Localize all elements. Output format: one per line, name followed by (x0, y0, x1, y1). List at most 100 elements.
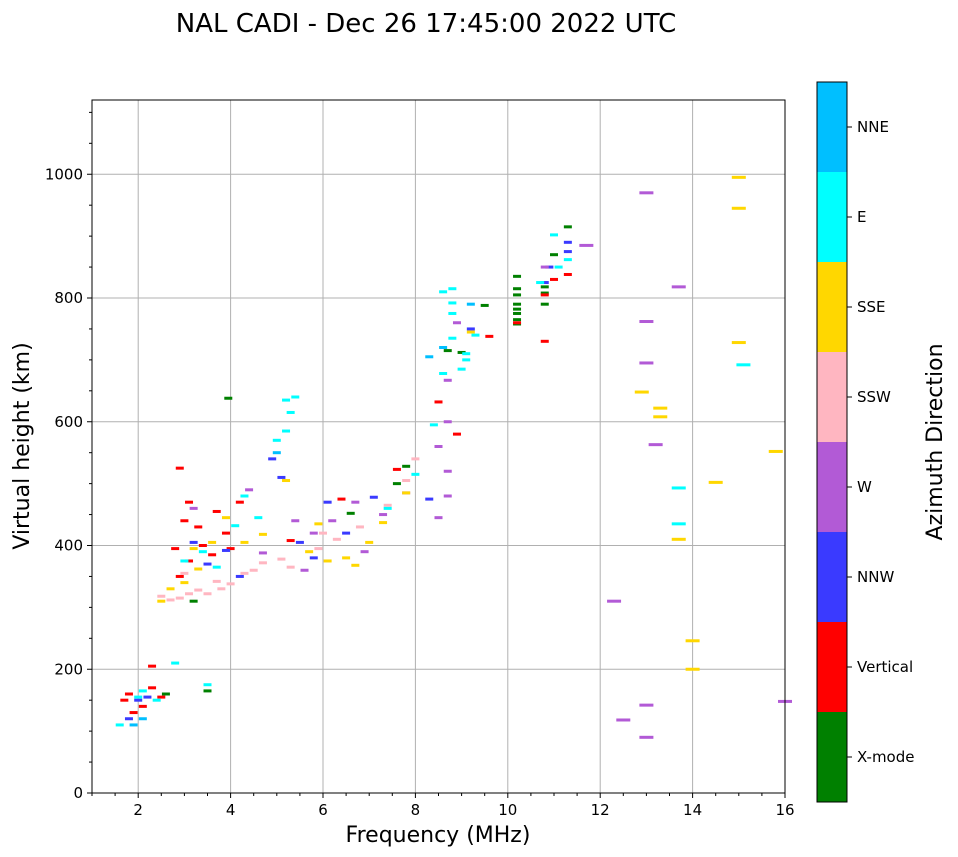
data-point (513, 307, 522, 311)
data-point (448, 287, 457, 291)
data-point (434, 445, 443, 448)
data-point (429, 423, 438, 427)
data-point (383, 503, 392, 507)
data-point (639, 320, 654, 324)
data-point (439, 346, 448, 349)
series-vertical (120, 272, 572, 715)
data-point (513, 318, 522, 322)
data-point (671, 486, 686, 490)
data-point (383, 506, 392, 510)
data-point (392, 482, 401, 486)
data-point (148, 686, 157, 690)
y-tick-label: 200 (54, 660, 83, 678)
data-point (157, 599, 166, 603)
series-ssw (157, 457, 420, 602)
data-point (443, 494, 452, 498)
colorbar-swatch (817, 712, 847, 802)
data-point (466, 330, 475, 334)
data-point (240, 540, 249, 544)
data-point (138, 717, 147, 721)
data-point (277, 475, 286, 479)
data-point (685, 639, 700, 643)
data-point (351, 500, 360, 504)
data-point (540, 281, 549, 285)
data-point (203, 683, 212, 687)
colorbar-swatch (817, 532, 847, 622)
colorbar: X-mode Vertical NNW W SSW SSE E NNE (816, 81, 914, 803)
data-point (286, 410, 295, 414)
data-point (282, 429, 291, 433)
data-point (554, 265, 563, 269)
data-point (768, 449, 783, 453)
data-point (731, 175, 746, 179)
data-point (185, 500, 194, 504)
data-point (563, 240, 572, 244)
data-point (411, 472, 420, 476)
data-point (402, 491, 411, 495)
data-point (540, 302, 549, 306)
y-tick-label: 1000 (45, 165, 83, 183)
data-point (513, 293, 522, 297)
data-point (268, 457, 277, 461)
data-point (129, 711, 138, 715)
data-point (161, 692, 170, 696)
data-point (323, 559, 332, 563)
data-point (639, 703, 654, 707)
data-point (198, 544, 207, 547)
data-point (540, 339, 549, 343)
data-point (513, 302, 522, 306)
colorbar-category-label: SSW (857, 388, 891, 406)
x-tick-label: 6 (318, 801, 328, 819)
data-point (143, 695, 152, 699)
data-point (513, 274, 522, 278)
series-nne (129, 302, 475, 727)
colorbar-swatch (817, 82, 847, 172)
data-point (309, 531, 318, 535)
data-point (254, 516, 263, 520)
data-point (471, 333, 480, 337)
data-point (148, 664, 157, 668)
data-point (282, 398, 291, 402)
data-point (563, 225, 572, 229)
data-point (360, 550, 369, 554)
data-point (536, 281, 545, 285)
data-point (563, 250, 572, 254)
series-e (115, 233, 751, 727)
data-point (175, 466, 184, 470)
x-tick-label: 2 (133, 801, 143, 819)
data-point (319, 531, 327, 535)
data-point (540, 293, 549, 297)
data-point (563, 258, 572, 262)
data-point (443, 420, 452, 424)
data-point (425, 497, 434, 501)
data-point (258, 532, 267, 536)
plot-area: 2 4 6 8 10 12 14 16 0 200 400 600 800 1000 (45, 99, 795, 819)
series-sse (157, 175, 783, 671)
data-point (221, 531, 230, 535)
data-point (166, 598, 175, 602)
data-point (224, 396, 233, 400)
data-point (653, 406, 668, 410)
data-point (452, 321, 461, 325)
data-point (198, 550, 207, 554)
data-point (342, 531, 351, 535)
y-axis-label: Virtual height (km) (10, 342, 35, 549)
colorbar-swatch (817, 442, 847, 532)
data-point (171, 661, 180, 665)
data-point (203, 592, 212, 596)
data-point (291, 519, 300, 523)
data-point (448, 301, 457, 305)
data-point (466, 327, 475, 331)
data-point (462, 352, 471, 356)
data-point (639, 735, 654, 739)
data-point (189, 599, 198, 603)
data-point (671, 522, 686, 526)
data-point (185, 592, 194, 596)
colorbar-category-label: NNW (857, 568, 894, 586)
data-point (138, 704, 147, 708)
data-point (194, 525, 203, 529)
data-point (295, 540, 304, 544)
data-point (685, 667, 700, 671)
data-point (337, 497, 346, 501)
data-point (540, 265, 549, 269)
